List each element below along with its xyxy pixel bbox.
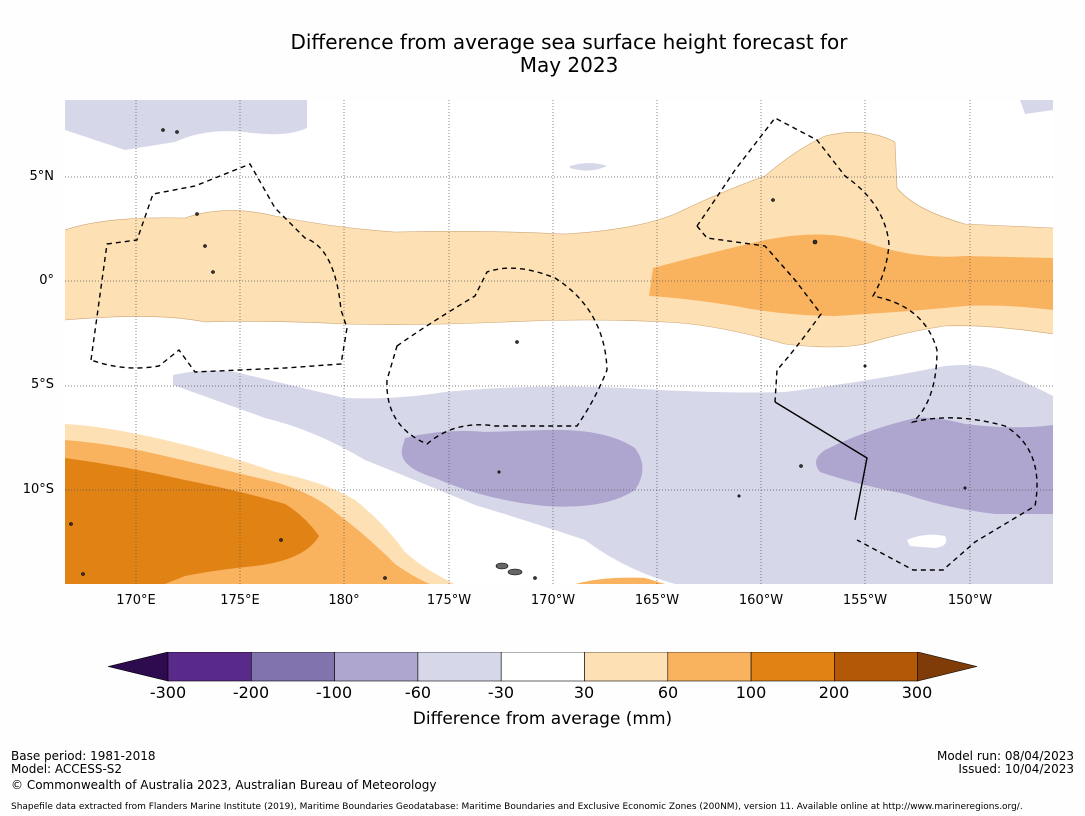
contour-neg-mid-1 [401, 429, 643, 507]
colorbar-tick-10: 300 [901, 683, 933, 702]
colorbar-bin-1 [167, 652, 252, 682]
eez-boundary-kiribati-west [90, 163, 348, 373]
lon-label-175e: 175°E [220, 593, 260, 608]
footer-base-period: Base period: 1981-2018 [11, 749, 156, 763]
colorbar-bin-9 [834, 652, 919, 682]
colorbar-max-arrow [917, 652, 978, 682]
colorbar-tick-8: 100 [735, 683, 767, 702]
colorbar-bin-5 [500, 652, 585, 682]
chart-title: Difference from average sea surface heig… [0, 31, 1085, 77]
colorbar-tick-2: -200 [232, 683, 270, 702]
lon-label-170e: 170°E [116, 593, 156, 608]
eez-boundary-line-islands [696, 117, 1038, 571]
colorbar-tick-5: -30 [487, 683, 515, 702]
colorbar-bin-7 [667, 652, 752, 682]
lon-label-170w: 170°W [530, 593, 576, 608]
eez-boundary-tokelau [386, 267, 608, 445]
lon-label-180: 180° [328, 593, 360, 608]
contour-pos-mid [649, 234, 1053, 316]
colorbar-tick-1: -300 [149, 683, 187, 702]
contour-neg-north-right [1020, 100, 1053, 114]
lon-label-155w: 155°W [842, 593, 888, 608]
contour-pos-sw-deep [65, 458, 319, 584]
forecast-map [65, 100, 1053, 584]
colorbar-tick-4: -60 [404, 683, 432, 702]
footer-copyright: © Commonwealth of Australia 2023, Austra… [11, 778, 437, 792]
title-line-2: May 2023 [519, 53, 619, 77]
colorbar-tick-6: 30 [573, 683, 595, 702]
lat-label-5s: 5°S [30, 377, 54, 392]
eez-boundary-link [696, 225, 822, 403]
contour-neg-small [570, 163, 607, 171]
lon-label-175w: 175°W [426, 593, 472, 608]
colorbar-min-arrow [108, 652, 169, 682]
colorbar-tick-7: 60 [657, 683, 679, 702]
contour-neg-mid-2 [816, 417, 1053, 514]
footer-shapefile-credit: Shapefile data extracted from Flanders M… [11, 802, 1023, 812]
map-svg [65, 100, 1053, 584]
lat-label-0: 0° [39, 273, 54, 288]
title-line-1: Difference from average sea surface heig… [290, 30, 848, 54]
lon-label-165w: 165°W [634, 593, 680, 608]
footer-model-run: Model run: 08/04/2023 [936, 749, 1074, 763]
footer-model: Model: ACCESS-S2 [11, 762, 123, 776]
colorbar-bin-6 [584, 652, 669, 682]
lat-label-10s: 10°S [22, 482, 54, 497]
lon-label-150w: 150°W [947, 593, 993, 608]
colorbar-bin-4 [417, 652, 502, 682]
eez-boundary-solid [774, 401, 868, 521]
colorbar-tick-3: -100 [315, 683, 353, 702]
colorbar-bin-2 [251, 652, 335, 682]
contour-hole [907, 534, 947, 548]
contour-pos-s-mid [575, 577, 665, 584]
lon-label-160w: 160°W [738, 593, 784, 608]
colorbar-tick-9: 200 [818, 683, 850, 702]
lat-label-5n: 5°N [29, 169, 55, 184]
colorbar [108, 652, 978, 682]
colorbar-bin-3 [334, 652, 419, 682]
colorbar-bin-8 [750, 652, 835, 682]
colorbar-label: Difference from average (mm) [412, 709, 673, 729]
footer-issued: Issued: 10/04/2023 [958, 762, 1074, 776]
contour-neg-north [65, 100, 307, 150]
